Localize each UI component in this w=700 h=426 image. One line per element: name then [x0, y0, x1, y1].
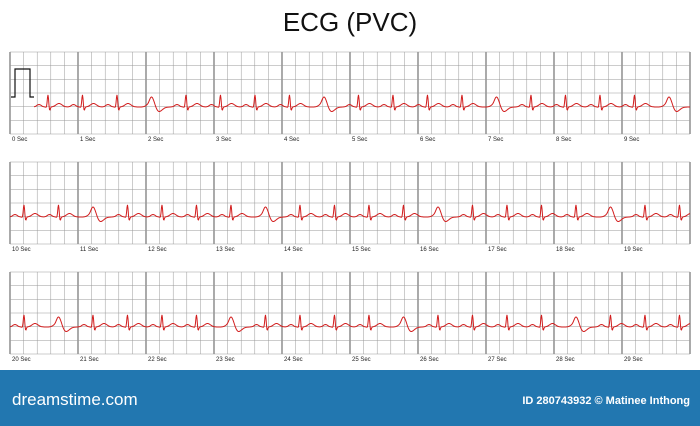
time-label: 7 Sec [488, 137, 503, 143]
time-label: 27 Sec [488, 357, 507, 363]
time-label: 10 Sec [12, 247, 31, 253]
time-label: 20 Sec [12, 357, 31, 363]
time-label: 5 Sec [352, 137, 367, 143]
time-label: 28 Sec [556, 357, 575, 363]
ecg-trace [33, 94, 690, 112]
time-label: 11 Sec [80, 247, 98, 253]
brand: dreamstime.com [12, 390, 138, 409]
time-label: 23 Sec [216, 357, 235, 363]
time-label: 18 Sec [556, 247, 575, 253]
time-label: 15 Sec [352, 247, 371, 253]
time-label: 22 Sec [148, 357, 167, 363]
time-label: 2 Sec [148, 137, 163, 143]
time-label: 29 Sec [624, 357, 643, 363]
time-label: 17 Sec [488, 247, 507, 253]
time-label: 3 Sec [216, 137, 231, 143]
time-label: 24 Sec [284, 357, 303, 363]
time-label: 25 Sec [352, 357, 371, 363]
time-label: 21 Sec [80, 357, 99, 363]
time-label: 1 Sec [80, 137, 95, 143]
calibration-pulse [11, 68, 34, 98]
time-label: 4 Sec [284, 137, 299, 143]
time-label: 12 Sec [148, 247, 167, 253]
ecg-trace [9, 204, 691, 222]
time-label: 9 Sec [624, 137, 639, 143]
ecg-trace [9, 314, 691, 332]
time-label: 26 Sec [420, 357, 439, 363]
credit: ID 280743932 © Matinee Inthong [522, 395, 690, 407]
time-label: 0 Sec [12, 137, 27, 143]
time-label: 13 Sec [216, 247, 235, 253]
time-label: 14 Sec [284, 247, 303, 253]
time-label: 6 Sec [420, 137, 435, 143]
time-label: 19 Sec [624, 247, 643, 253]
time-label: 8 Sec [556, 137, 571, 143]
title: ECG (PVC) [283, 7, 417, 37]
footer-bar [0, 370, 700, 426]
time-label: 16 Sec [420, 247, 439, 253]
